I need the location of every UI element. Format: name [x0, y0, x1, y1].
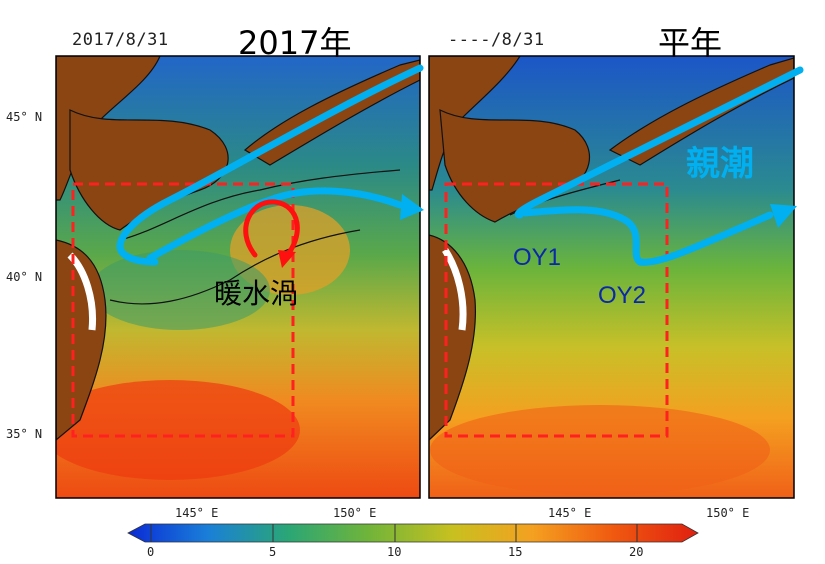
lat-label-35: 35° N	[6, 427, 43, 441]
right-current-arrow-a	[514, 66, 804, 219]
oy2-label: OY2	[598, 282, 647, 309]
left-title: 2017年	[238, 24, 352, 62]
lat-label-40: 40° N	[6, 270, 43, 284]
lon-label-150-left: 150° E	[333, 506, 377, 520]
cbar-tick-15: 15	[508, 545, 523, 559]
isotherm-contour-b	[109, 229, 361, 305]
warm-eddy-label: 暖水渦	[214, 277, 299, 310]
right-current-arrow-b	[521, 206, 774, 266]
eddy-circular-arrow	[243, 199, 300, 261]
right-title: 平年	[658, 24, 723, 62]
left-region-box	[71, 182, 295, 438]
lon-label-145-right: 145° E	[548, 506, 592, 520]
cbar-tick-10: 10	[387, 545, 402, 559]
lat-label-45: 45° N	[6, 110, 43, 124]
right-land-honshu	[429, 234, 477, 441]
isotherm-contour-a	[119, 169, 401, 241]
left-date: 2017/8/31	[72, 30, 169, 50]
land-hokkaido	[69, 109, 229, 231]
right-region-box	[444, 182, 669, 438]
lon-label-145-left: 145° E	[175, 506, 219, 520]
left-current-arrow-a	[116, 64, 424, 266]
oyashio-label: 親潮	[686, 144, 754, 184]
oy1-label: OY1	[513, 244, 562, 271]
warm-south-patch	[56, 380, 300, 480]
left-frame	[55, 55, 421, 499]
eddy-arrowhead	[278, 250, 296, 268]
cbar-tick-0: 0	[147, 545, 155, 559]
right-map	[429, 56, 794, 498]
land-honshu	[56, 239, 107, 441]
left-current-arrowhead	[400, 194, 424, 220]
coast-white-right	[442, 248, 467, 331]
cbar-tick-5: 5	[269, 545, 277, 559]
right-current-arrowhead	[770, 204, 797, 228]
colorbar	[127, 523, 699, 543]
cool-water-patch	[90, 250, 270, 330]
right-date: ----/8/31	[448, 30, 545, 50]
right-frame	[428, 55, 795, 499]
cbar-tick-20: 20	[629, 545, 644, 559]
right-warm-south	[430, 405, 770, 495]
lon-label-150-right: 150° E	[706, 506, 750, 520]
